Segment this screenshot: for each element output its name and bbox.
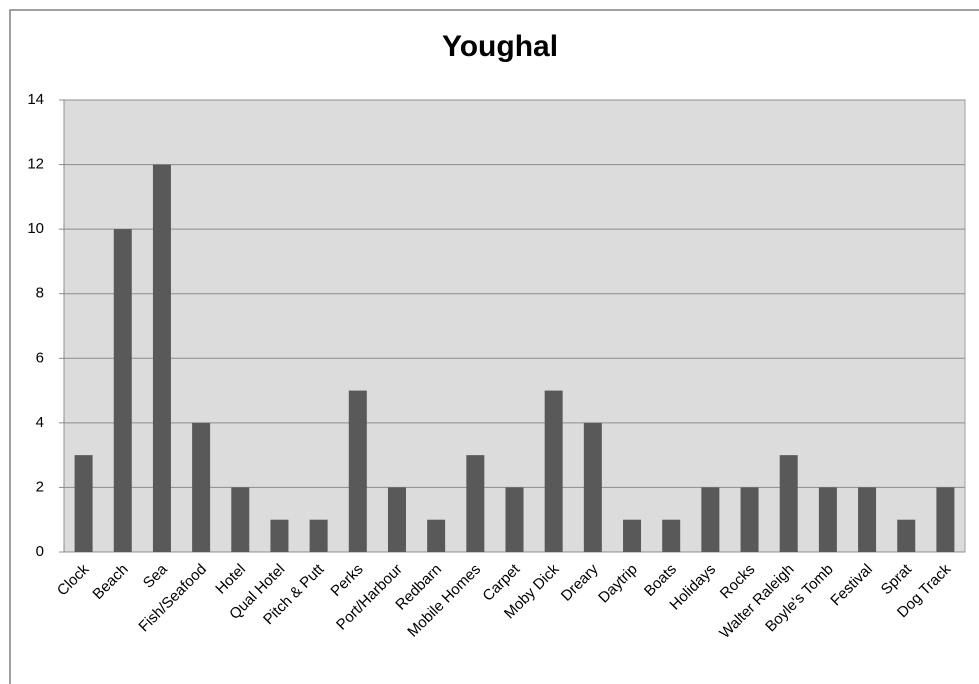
bar [427, 519, 446, 552]
bar [113, 229, 132, 552]
bar [505, 487, 524, 552]
bar [583, 422, 602, 552]
bar [192, 422, 211, 552]
bar [897, 519, 916, 552]
y-tick-label: 14 [27, 91, 44, 108]
bar [74, 455, 93, 552]
bar [779, 455, 798, 552]
bar [309, 519, 328, 552]
bar [662, 519, 681, 552]
bar [270, 519, 289, 552]
bar [231, 487, 250, 552]
bar [936, 487, 955, 552]
y-tick-label: 10 [27, 220, 44, 237]
chart-title: Youghal [442, 30, 558, 63]
bar [858, 487, 877, 552]
bar [544, 390, 563, 552]
y-tick-label: 12 [27, 156, 44, 173]
y-tick-label: 8 [36, 285, 44, 302]
plot-area [63, 99, 966, 553]
bar [348, 390, 367, 552]
bar [152, 164, 171, 553]
bar [818, 487, 837, 552]
bar [387, 487, 406, 552]
bar [740, 487, 759, 552]
bar [466, 455, 485, 552]
y-tick-label: 0 [36, 543, 44, 560]
y-tick-label: 6 [36, 349, 44, 366]
bar [623, 519, 642, 552]
bar [701, 487, 720, 552]
y-tick-label: 2 [36, 478, 44, 495]
y-tick-label: 4 [36, 414, 44, 431]
